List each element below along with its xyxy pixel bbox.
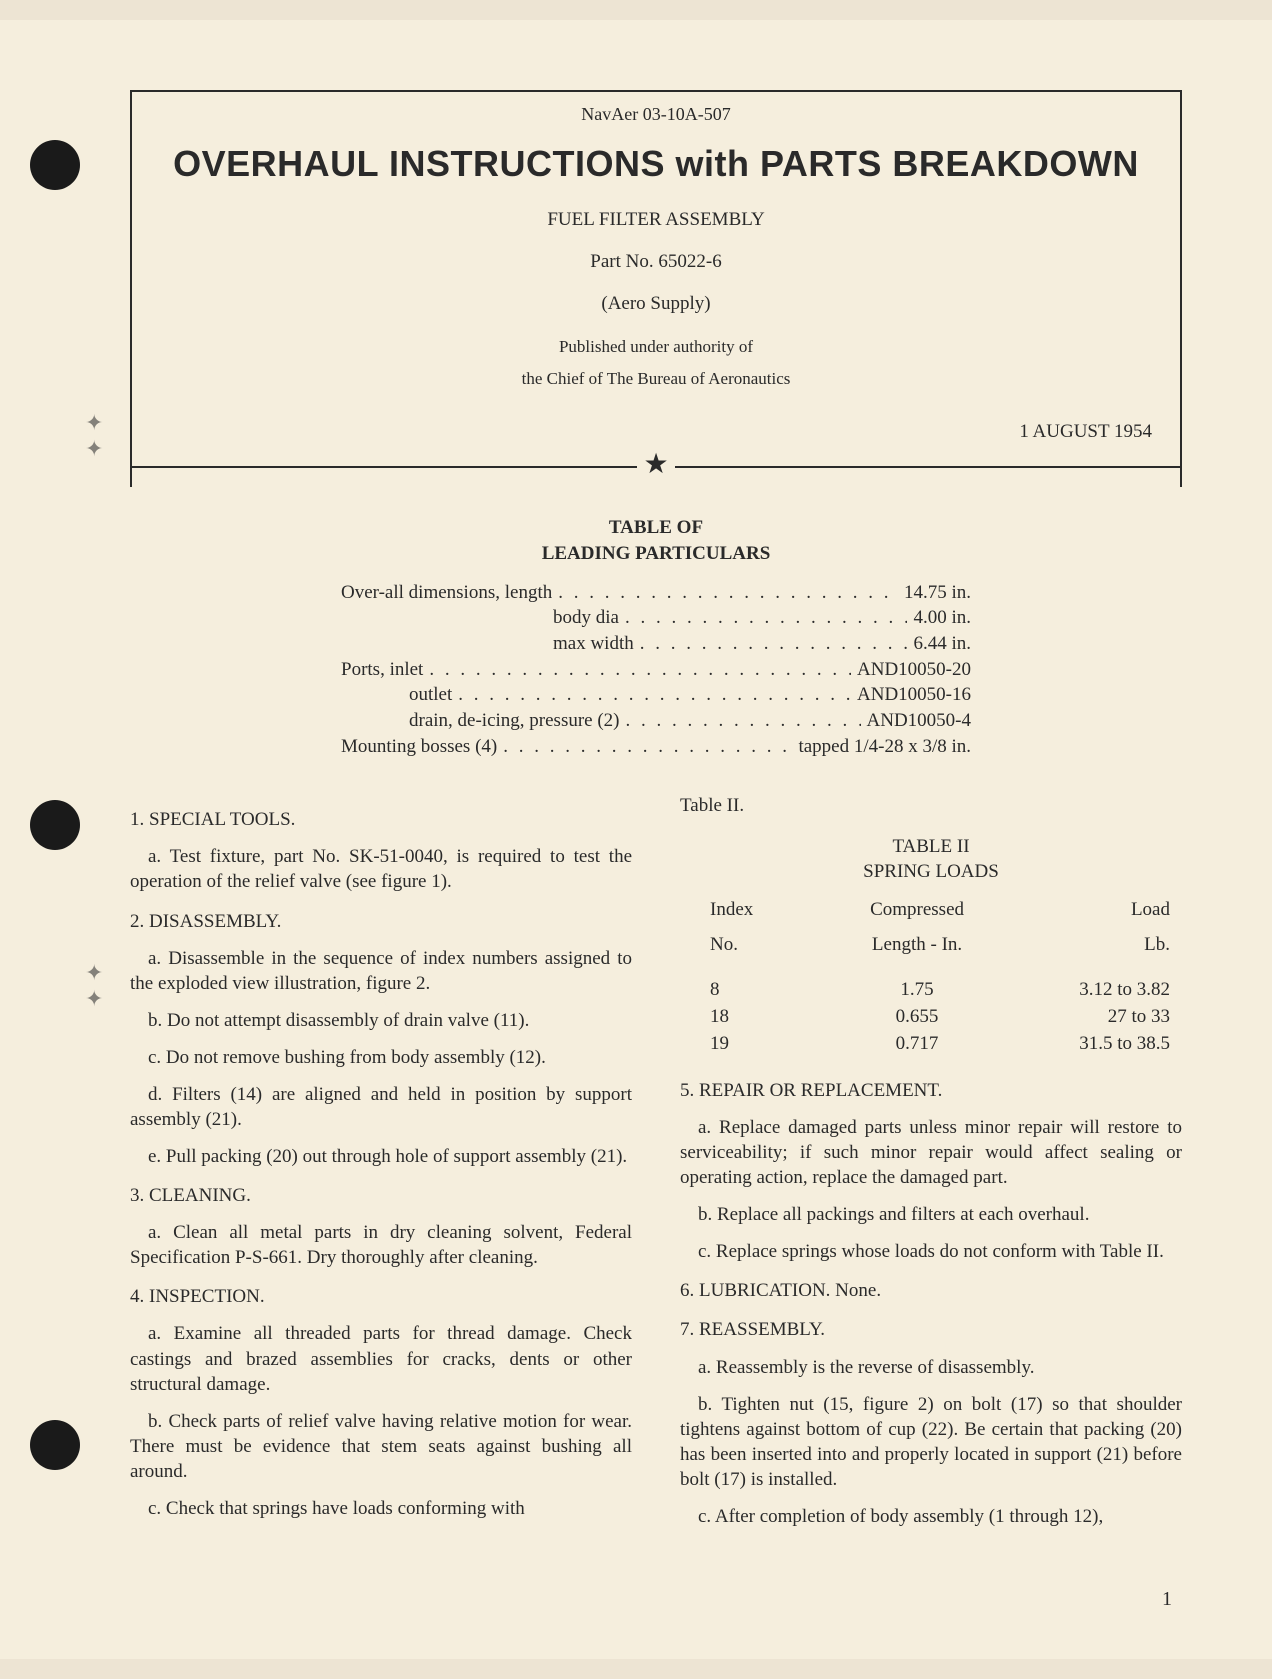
table-ii: TABLE II SPRING LOADS IndexCompressedLoa…	[680, 834, 1182, 1056]
table-ii-title: TABLE II SPRING LOADS	[680, 834, 1182, 884]
table-title-line: LEADING PARTICULARS	[542, 543, 771, 564]
particulars-row: max width. . . . . . . . . . . . . . . .…	[341, 631, 971, 657]
table-reference: Table II.	[680, 793, 1182, 818]
paragraph: c. Replace springs whose loads do not co…	[680, 1239, 1182, 1264]
section-heading: 3. CLEANING.	[130, 1183, 632, 1208]
leader-dots: . . . . . . . . . . . . . . . . . . . . …	[458, 682, 851, 708]
particulars-title: TABLE OF LEADING PARTICULARS	[130, 515, 1182, 568]
paragraph: a. Reassembly is the reverse of disassem…	[680, 1355, 1182, 1380]
particulars-table: Over-all dimensions, length. . . . . . .…	[341, 580, 971, 759]
table-cell: 27 to 33	[1015, 1004, 1182, 1029]
table-cell: 19	[680, 1031, 819, 1056]
particulars-value: tapped 1/4-28 x 3/8 in.	[798, 734, 971, 760]
subtitle: FUEL FILTER ASSEMBLY	[132, 209, 1180, 231]
table-cell: 0.655	[819, 1004, 1014, 1029]
paragraph: a. Disassemble in the sequence of index …	[130, 946, 632, 996]
table-cell: 1.75	[819, 977, 1014, 1002]
header-box: NavAer 03-10A-507 OVERHAUL INSTRUCTIONS …	[130, 90, 1182, 411]
star-icon: ★	[637, 451, 674, 479]
particulars-value: AND10050-4	[867, 708, 972, 734]
table-cell: 18	[680, 1004, 819, 1029]
paragraph: a. Test fixture, part No. SK-51-0040, is…	[130, 844, 632, 894]
authority-line: Published under authority of	[132, 335, 1180, 359]
right-column: Table II. TABLE II SPRING LOADS IndexCom…	[680, 793, 1182, 1541]
body-columns: 1. SPECIAL TOOLS. a. Test fixture, part …	[130, 793, 1182, 1541]
particulars-value: AND10050-20	[857, 657, 971, 683]
paragraph: b. Check parts of relief valve having re…	[130, 1409, 632, 1484]
particulars-label: drain, de-icing, pressure (2)	[341, 708, 620, 734]
leader-dots: . . . . . . . . . . . . . . . . . . . . …	[503, 734, 792, 760]
leader-dots: . . . . . . . . . . . . . . . . . . . . …	[640, 631, 908, 657]
table-title-line: TABLE OF	[609, 517, 703, 538]
leader-dots: . . . . . . . . . . . . . . . . . . . . …	[625, 605, 908, 631]
page-smudge: ✦✦	[85, 960, 103, 1012]
leader-dots: . . . . . . . . . . . . . . . . . . . . …	[429, 657, 851, 683]
table-header: Load	[1015, 897, 1182, 922]
paragraph: c. Do not remove bushing from body assem…	[130, 1045, 632, 1070]
supplier: (Aero Supply)	[132, 293, 1180, 315]
table-cell: 0.717	[819, 1031, 1014, 1056]
table-cell: 8	[680, 977, 819, 1002]
table-cell: 3.12 to 3.82	[1015, 977, 1182, 1002]
table-header: Compressed	[819, 897, 1014, 922]
divider-star-icon: ★	[130, 447, 1182, 487]
paragraph: e. Pull packing (20) out through hole of…	[130, 1144, 632, 1169]
particulars-label: Mounting bosses (4)	[341, 734, 497, 760]
section-heading: 6. LUBRICATION. None.	[680, 1278, 1182, 1303]
particulars-label: Ports, inlet	[341, 657, 423, 683]
particulars-row: outlet. . . . . . . . . . . . . . . . . …	[341, 682, 971, 708]
particulars-value: 6.44 in.	[913, 631, 971, 657]
paragraph: c. After completion of body assembly (1 …	[680, 1504, 1182, 1529]
paragraph: b. Tighten nut (15, figure 2) on bolt (1…	[680, 1392, 1182, 1492]
page-smudge: ✦✦	[85, 410, 103, 462]
section-heading: 1. SPECIAL TOOLS.	[130, 807, 632, 832]
page-number: 1	[1162, 1588, 1172, 1611]
table-ii-grid: IndexCompressedLoad No.Length - In.Lb. 81.…	[680, 897, 1182, 1056]
paragraph: b. Replace all packings and filters at e…	[680, 1202, 1182, 1227]
part-number: Part No. 65022-6	[132, 251, 1180, 273]
table-title-line: TABLE II	[892, 836, 969, 857]
particulars-row: drain, de-icing, pressure (2). . . . . .…	[341, 708, 971, 734]
document-page: ✦✦ ✦✦ NavAer 03-10A-507 OVERHAUL INSTRUC…	[0, 20, 1272, 1659]
paragraph: a. Examine all threaded parts for thread…	[130, 1321, 632, 1396]
punch-hole	[30, 140, 80, 190]
section-heading: 4. INSPECTION.	[130, 1284, 632, 1309]
punch-hole	[30, 1420, 80, 1470]
paragraph: b. Do not attempt disassembly of drain v…	[130, 1008, 632, 1033]
particulars-row: Over-all dimensions, length. . . . . . .…	[341, 580, 971, 606]
paragraph: a. Clean all metal parts in dry cleaning…	[130, 1220, 632, 1270]
table-header: Lb.	[1015, 932, 1182, 957]
particulars-row: Ports, inlet. . . . . . . . . . . . . . …	[341, 657, 971, 683]
left-column: 1. SPECIAL TOOLS. a. Test fixture, part …	[130, 793, 632, 1541]
particulars-value: AND10050-16	[857, 682, 971, 708]
punch-hole	[30, 800, 80, 850]
particulars-row: body dia. . . . . . . . . . . . . . . . …	[341, 605, 971, 631]
authority-line: the Chief of The Bureau of Aeronautics	[132, 367, 1180, 391]
main-title: OVERHAUL INSTRUCTIONS with PARTS BREAKDO…	[132, 143, 1180, 185]
particulars-row: Mounting bosses (4). . . . . . . . . . .…	[341, 734, 971, 760]
table-header: No.	[680, 932, 819, 957]
section-heading: 2. DISASSEMBLY.	[130, 909, 632, 934]
leader-dots: . . . . . . . . . . . . . . . . . . . . …	[558, 580, 898, 606]
section-heading: 7. REASSEMBLY.	[680, 1317, 1182, 1342]
section-heading: 5. REPAIR OR REPLACEMENT.	[680, 1078, 1182, 1103]
particulars-label: max width	[341, 631, 634, 657]
particulars-label: body dia	[341, 605, 619, 631]
paragraph: c. Check that springs have loads conform…	[130, 1496, 632, 1521]
table-header: Index	[680, 897, 819, 922]
leader-dots: . . . . . . . . . . . . . . . . . . . . …	[626, 708, 861, 734]
particulars-label: outlet	[341, 682, 452, 708]
doc-number: NavAer 03-10A-507	[132, 104, 1180, 125]
table-header: Length - In.	[819, 932, 1014, 957]
table-cell: 31.5 to 38.5	[1015, 1031, 1182, 1056]
particulars-label: Over-all dimensions, length	[341, 580, 552, 606]
particulars-value: 4.00 in.	[913, 605, 971, 631]
particulars-value: 14.75 in.	[904, 580, 971, 606]
paragraph: a. Replace damaged parts unless minor re…	[680, 1115, 1182, 1190]
paragraph: d. Filters (14) are aligned and held in …	[130, 1082, 632, 1132]
publication-date: 1 AUGUST 1954	[130, 411, 1182, 447]
table-title-line: SPRING LOADS	[863, 861, 999, 882]
